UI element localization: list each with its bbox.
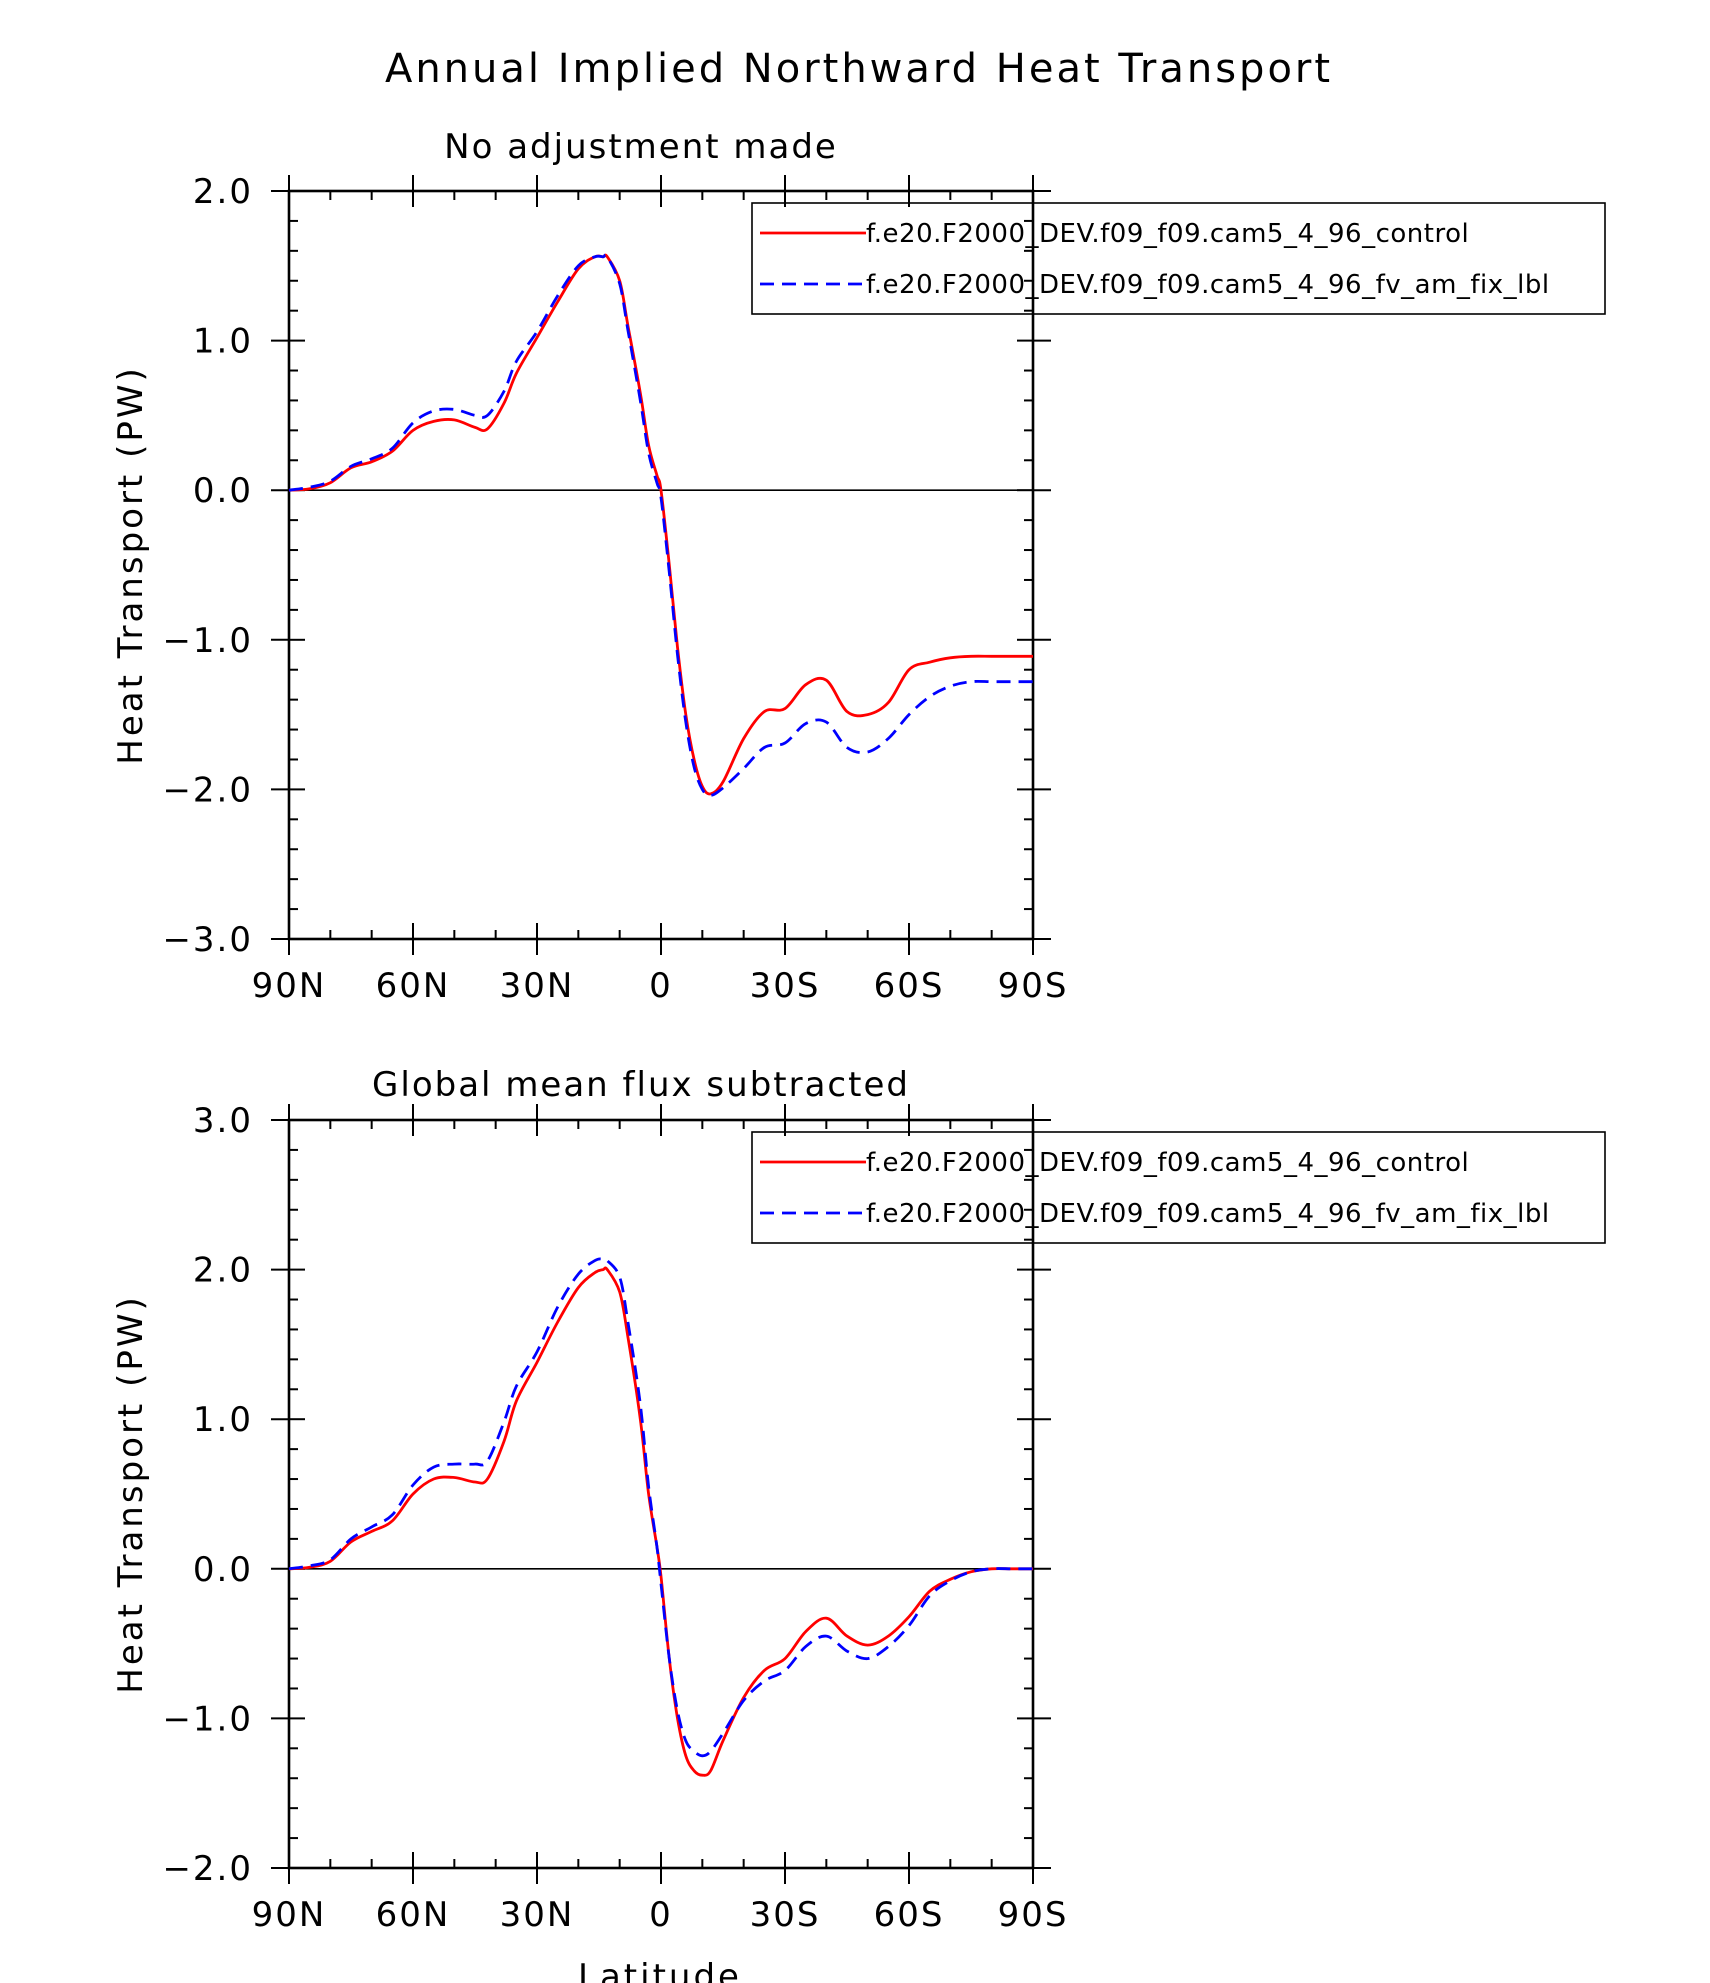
x-tick-label: 0 <box>649 966 673 1006</box>
panel-global-mean-subtracted: Global mean flux subtracted 90N 60N 30N 0 30S… <box>111 1065 1606 1983</box>
series-line-control <box>288 253 1033 796</box>
series-line-control <box>288 1266 1033 1777</box>
legend: f.e20.F2000_DEV.f09_f09.cam5_4_96_contro… <box>751 202 1606 315</box>
y-tick-label: 0.0 <box>193 1550 253 1590</box>
panel-no-adjustment: No adjustment made 90N 60N 30N 0 30S 60S 90S 2.0… <box>111 127 1606 1006</box>
y-tick-label: −1.0 <box>162 1699 253 1739</box>
legend: f.e20.F2000_DEV.f09_f09.cam5_4_96_contro… <box>751 1131 1606 1244</box>
x-tick-label: 30S <box>750 966 821 1006</box>
y-tick-label: 1.0 <box>193 322 253 362</box>
x-tick-label: 90S <box>998 1895 1069 1935</box>
panel-title: No adjustment made <box>444 127 838 167</box>
x-tick-label: 60S <box>874 1895 945 1935</box>
x-tick-label: 90N <box>252 966 327 1006</box>
x-tick-label: 90N <box>252 1895 327 1935</box>
series-line-fv-am-fix-lbl <box>288 253 1033 797</box>
plot-frame <box>287 1118 1035 1870</box>
x-tick-label: 0 <box>649 1895 673 1935</box>
series-line-fv-am-fix-lbl <box>288 1257 1033 1758</box>
y-tick-label: 2.0 <box>193 172 253 212</box>
x-tick-label: 30N <box>500 966 575 1006</box>
legend-label: f.e20.F2000_DEV.f09_f09.cam5_4_96_contro… <box>866 1148 1469 1178</box>
y-tick-label: 2.0 <box>193 1251 253 1291</box>
x-tick-label: 30N <box>500 1895 575 1935</box>
x-tick-label: 90S <box>998 966 1069 1006</box>
y-tick-label: −2.0 <box>162 1849 253 1889</box>
y-tick-label: −3.0 <box>162 920 253 960</box>
y-tick-label: −1.0 <box>162 621 253 661</box>
y-tick-label: −2.0 <box>162 770 253 810</box>
legend-box <box>751 202 1606 315</box>
legend-label: f.e20.F2000_DEV.f09_f09.cam5_4_96_fv_am_… <box>866 1199 1550 1229</box>
legend-label: f.e20.F2000_DEV.f09_f09.cam5_4_96_contro… <box>866 219 1469 249</box>
x-tick-label: 60N <box>376 966 451 1006</box>
y-tick-label: 1.0 <box>193 1400 253 1440</box>
figure-title: Annual Implied Northward Heat Transport <box>385 46 1333 92</box>
y-axis-label: Heat Transport (PW) <box>111 1294 151 1693</box>
y-tick-label: 3.0 <box>193 1101 253 1141</box>
x-tick-label: 30S <box>750 1895 821 1935</box>
y-axis-label: Heat Transport (PW) <box>111 365 151 764</box>
legend-label: f.e20.F2000_DEV.f09_f09.cam5_4_96_fv_am_… <box>866 270 1550 300</box>
x-tick-label: 60N <box>376 1895 451 1935</box>
x-axis-label: Latitude <box>578 1957 742 1983</box>
y-tick-label: 0.0 <box>193 471 253 511</box>
plot-frame <box>287 189 1035 941</box>
panel-title: Global mean flux subtracted <box>372 1065 910 1105</box>
x-tick-label: 60S <box>874 966 945 1006</box>
legend-box <box>751 1131 1606 1244</box>
